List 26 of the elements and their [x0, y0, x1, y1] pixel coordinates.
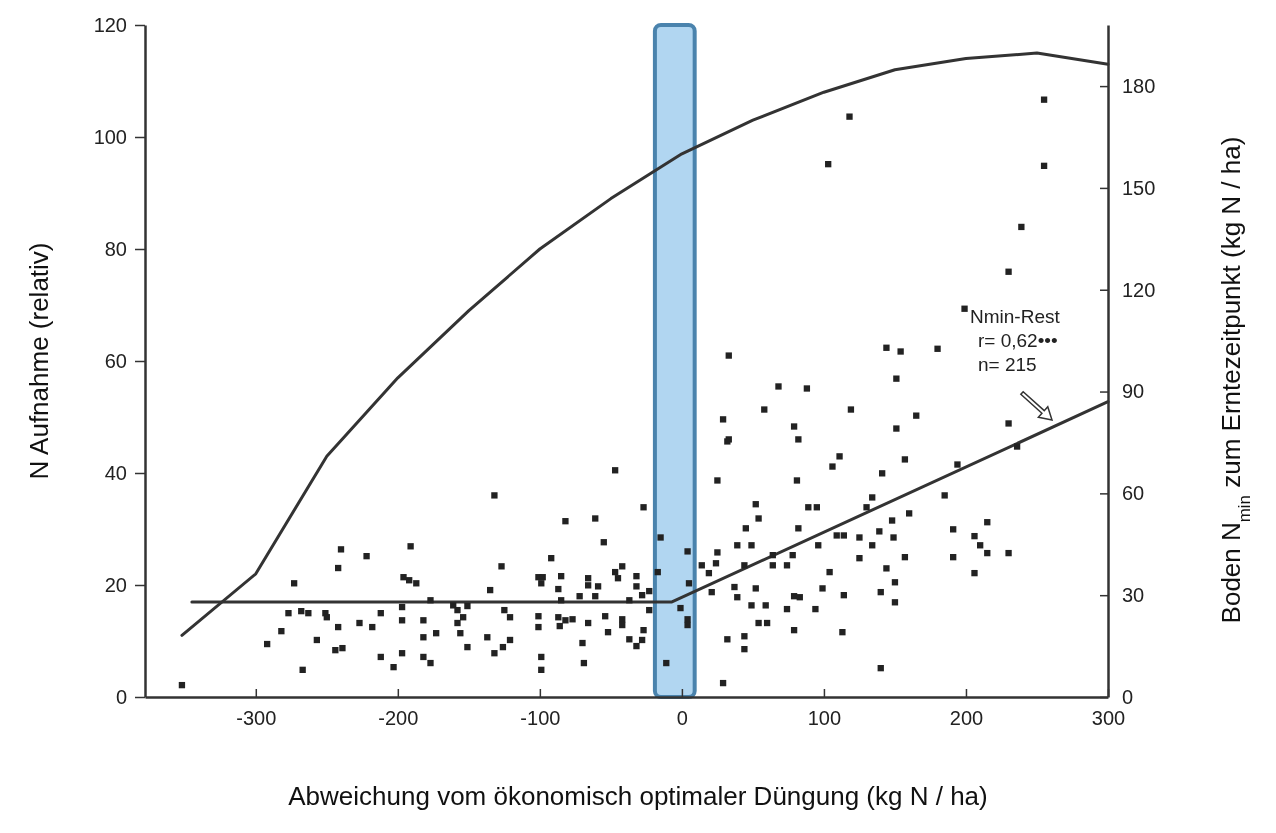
y-tick-label: 120	[93, 13, 127, 36]
x-tick-label: 0	[676, 707, 688, 730]
y2-tick-label: 30	[1122, 584, 1145, 607]
y2-tick-label: 0	[1122, 685, 1134, 708]
y2-tick-label: 60	[1122, 482, 1145, 505]
y2-tick-label: 180	[1122, 74, 1156, 97]
x-tick-label: -200	[378, 707, 419, 730]
y2-tick-label: 120	[1122, 278, 1156, 301]
annotation: Nmin-Rest	[970, 306, 1061, 327]
y-tick-label: 20	[104, 573, 127, 596]
annotation: r= 0,62•••	[978, 330, 1058, 351]
x-axis-title: Abweichung vom ökonomisch optimaler Düngung (kg N / ha)	[288, 781, 988, 811]
y-tick-label: 80	[104, 237, 127, 260]
y-tick-label: 100	[93, 125, 127, 148]
y2-tick-label: 90	[1122, 380, 1145, 403]
x-tick-label: 200	[949, 707, 984, 730]
y-tick-label: 60	[104, 349, 127, 372]
y-axis-title: N Aufnahme (relativ)	[24, 242, 54, 480]
x-tick-label: -100	[520, 707, 561, 730]
annotation: n= 215	[978, 354, 1037, 375]
y-tick-label: 0	[115, 685, 127, 708]
y2-tick-label: 150	[1122, 176, 1156, 199]
x-tick-label: 300	[1091, 707, 1126, 730]
x-tick-label: -300	[236, 707, 277, 730]
x-tick-label: 100	[807, 707, 842, 730]
y-tick-label: 40	[104, 461, 127, 484]
